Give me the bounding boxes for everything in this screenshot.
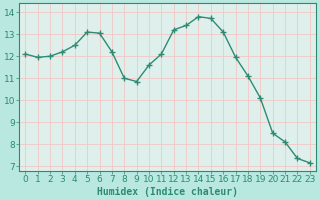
X-axis label: Humidex (Indice chaleur): Humidex (Indice chaleur)	[97, 186, 238, 197]
